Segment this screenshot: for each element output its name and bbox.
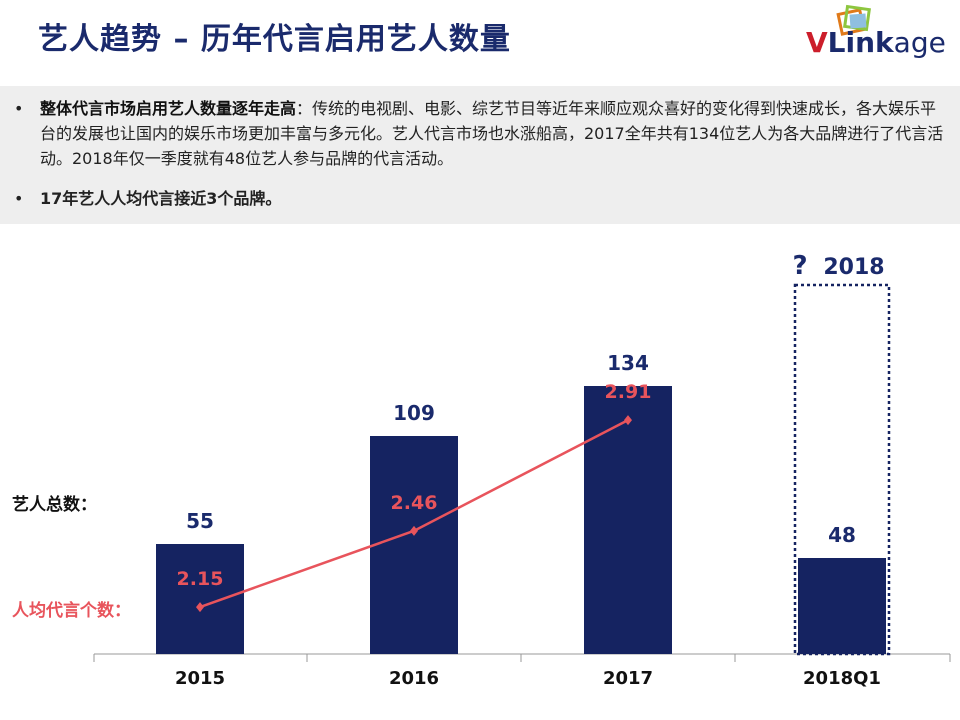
bar-2017 [584,386,672,654]
line-value-label: 2.46 [391,492,438,514]
bullet-dot: • [14,189,24,208]
bar-2015 [156,544,244,654]
bar-2018q1 [798,558,886,654]
line-value-label: 2.91 [605,381,652,403]
year-2018-label: 2018 [823,255,884,280]
x-tick-label: 2018Q1 [803,668,881,689]
bar-value-label: 109 [393,401,435,425]
summary-panel [0,86,960,224]
x-tick-label: 2015 [175,668,225,689]
logo-frames-icon [836,4,871,36]
x-tick-label: 2016 [389,668,439,689]
bar-series-label: 艺人总数： [12,494,97,515]
line-point-marker [410,525,418,536]
x-tick-label: 2017 [603,668,653,689]
bullet-lead: 整体代言市场启用艺人数量逐年走高 [40,99,297,118]
bar-value-label: 55 [186,509,214,533]
bar-value-label: 48 [828,523,856,547]
logo-wordmark: VLinkage [806,26,946,59]
page-title: 艺人趋势 – 历年代言启用艺人数量 [38,22,511,57]
vlinkage-logo: VLinkage [806,2,954,68]
artist-count-chart: 55 2015 109 2016 134 2017 48 2018Q1? 2018 2.15 2.4… [12,251,951,689]
bullet-body: ：传统的电视剧、电影、综艺节目等近年来顺应观众喜好的变化得到快速成长，各大娱乐平… [40,99,944,168]
line-series-label: 人均代言个数： [12,600,131,621]
question-mark-label: ? [792,251,807,281]
bar-2016 [370,436,458,654]
line-value-label: 2.15 [177,568,224,590]
line-point-marker [624,415,632,426]
bullet-dot: • [14,99,24,118]
line-point-marker [196,602,204,613]
projection-box-2018 [793,283,891,656]
bullet-text: 17年艺人人均代言接近3个品牌。 [40,189,282,208]
bar-value-label: 134 [607,351,649,375]
